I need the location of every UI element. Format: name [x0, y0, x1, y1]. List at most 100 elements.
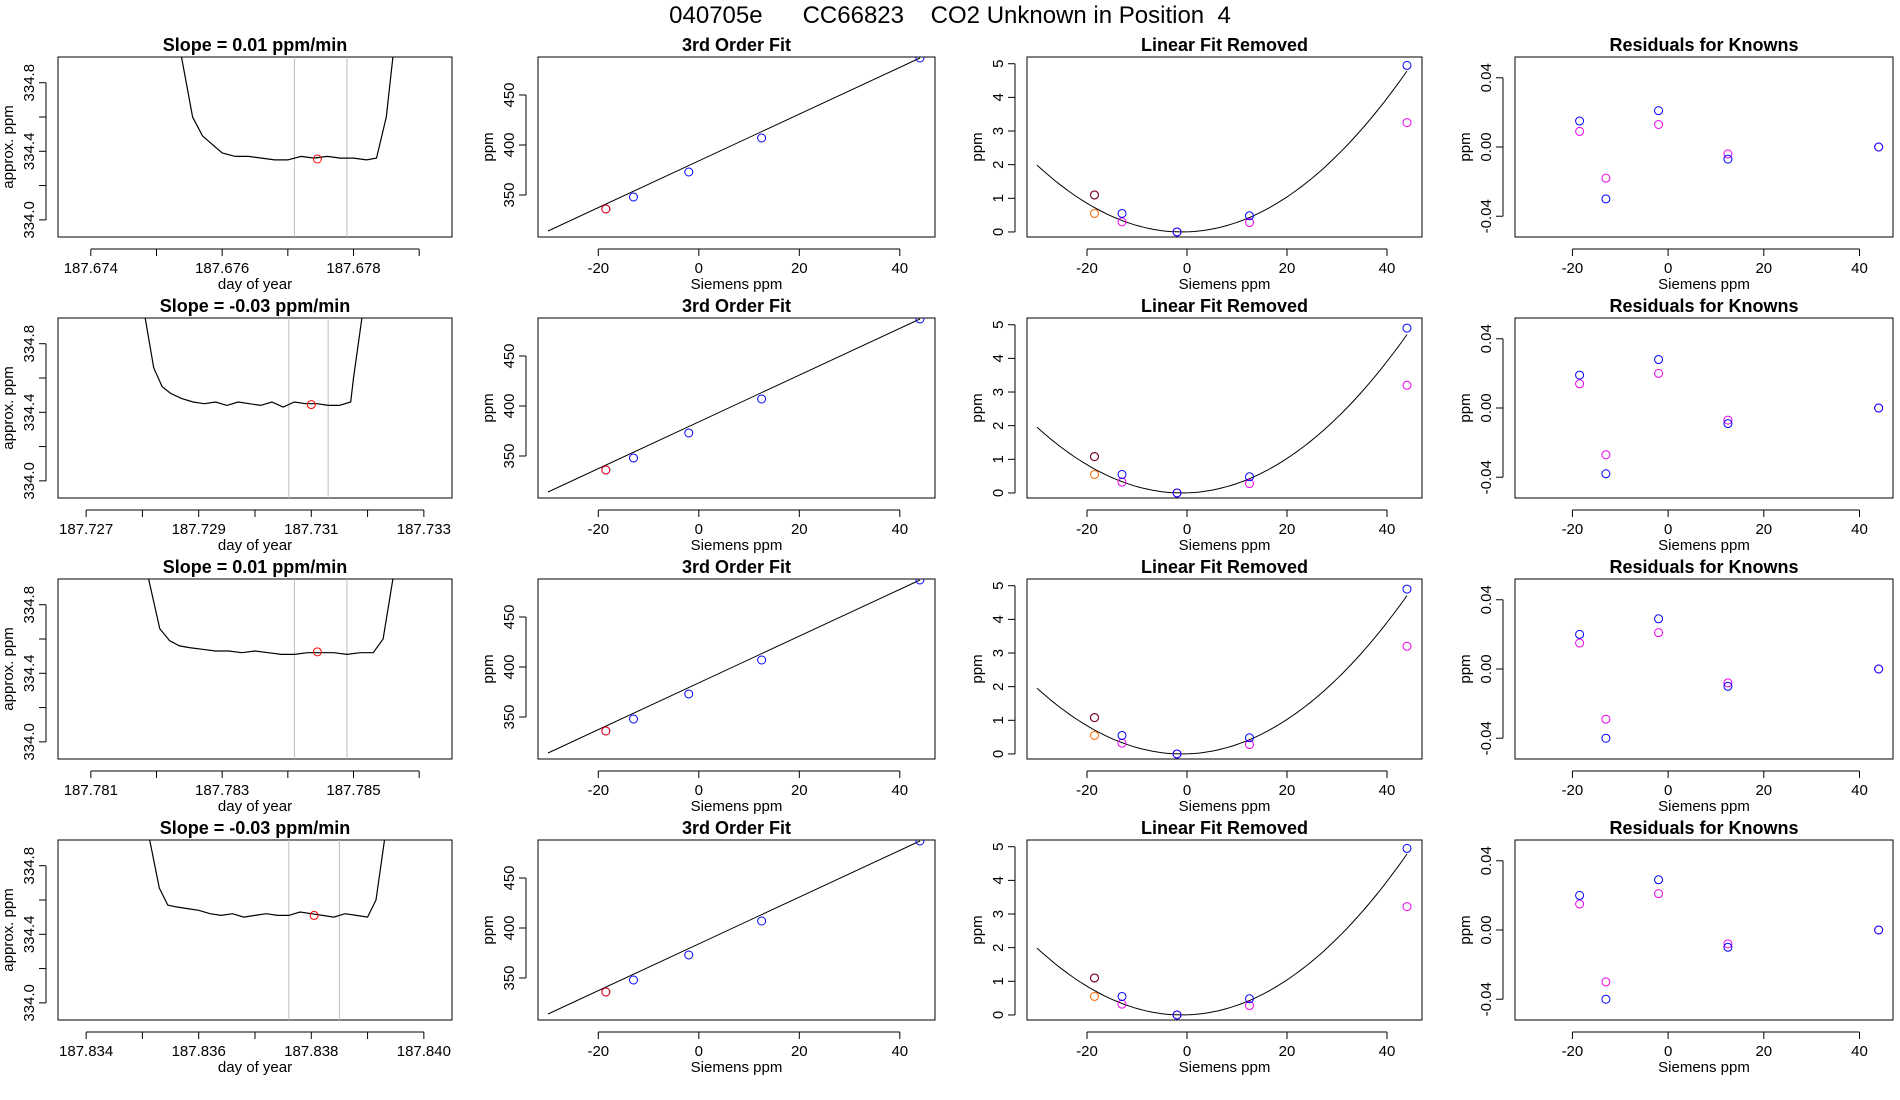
point-blue [1723, 154, 1733, 164]
point-blue [1245, 733, 1254, 743]
point-magenta [1723, 415, 1733, 425]
y-tick-label: 334.0 [21, 462, 38, 500]
y-tick-label: 5 [990, 321, 1007, 329]
x-tick-label: 40 [1379, 782, 1396, 799]
y-tick-label: -0.04 [1478, 721, 1495, 755]
x-tick-label: 20 [1279, 782, 1296, 799]
point-blue [915, 840, 925, 846]
y-axis-label: ppm [1457, 393, 1474, 422]
point-blue [915, 579, 925, 585]
point-magenta [1402, 118, 1412, 128]
y-tick-label: 400 [501, 654, 518, 679]
point-blue [1117, 208, 1127, 218]
point-red [601, 465, 611, 475]
plot-area [148, 579, 394, 759]
y-tick-label: -0.04 [1478, 460, 1495, 494]
x-tick-label: -20 [1076, 521, 1098, 538]
x-tick-label: 20 [1279, 521, 1296, 538]
y-tick-label: 450 [501, 865, 518, 890]
point-blue [1172, 227, 1182, 237]
y-tick-label: 5 [990, 60, 1007, 68]
x-axis-label: day of year [218, 798, 292, 815]
plot-box [537, 839, 936, 1021]
panel-r1-c2: 3rd Order Fit -20 0 20 40 350 400 450 Siemens pp… [480, 35, 936, 293]
panel-title: Slope = -0.03 ppm/min [160, 296, 351, 316]
point-magenta [1402, 902, 1412, 912]
y-tick-label: 334.4 [21, 133, 38, 171]
y-tick-label: 334.4 [21, 916, 38, 954]
x-tick-label: -20 [587, 521, 609, 538]
y-axis-label: ppm [969, 915, 986, 944]
x-tick-label: 0 [1183, 260, 1191, 277]
x-axis-label: Siemens ppm [691, 1059, 783, 1076]
x-tick-label: 40 [1851, 1043, 1868, 1060]
x-tick-label: 0 [695, 521, 703, 538]
plot-area [1036, 60, 1412, 237]
point-blue [1723, 942, 1733, 952]
x-tick-label: 187.834 [59, 1043, 113, 1060]
x-tick-label: -20 [587, 782, 609, 799]
point-orange [1090, 208, 1099, 218]
mean-marker [312, 647, 322, 657]
point-blue [1402, 60, 1412, 70]
point-blue [1601, 194, 1611, 204]
x-tick-label: 187.731 [284, 521, 338, 538]
panel-r3-c3: Linear Fit Removed -20 0 20 40 0 1 2 3 4 5 Siemens … [969, 557, 1423, 815]
point-magenta [1723, 149, 1733, 159]
y-tick-label: 334.4 [21, 655, 38, 693]
x-tick-label: 0 [1183, 1043, 1191, 1060]
fit-curve [1036, 70, 1408, 233]
x-tick-label: 0 [1664, 521, 1672, 538]
plot-box [57, 56, 453, 238]
point-blue [1245, 472, 1254, 482]
point-blue [1402, 584, 1412, 594]
x-tick-label: 20 [791, 1043, 808, 1060]
point-magenta [1575, 379, 1585, 389]
x-tick-label: 20 [1279, 1043, 1296, 1060]
plot-area [547, 318, 925, 493]
panel-r1-c4: Residuals for Knowns -20 0 20 40 -0.04 0.00 0.0… [1457, 35, 1894, 293]
fit-curve [1036, 595, 1408, 755]
plot-area [1036, 584, 1412, 759]
point-blue [1575, 370, 1585, 380]
x-tick-label: -20 [1562, 1043, 1584, 1060]
x-tick-label: 40 [891, 260, 908, 277]
panel-r3-c1: Slope = 0.01 ppm/min 187.781 187.783 187.78… [0, 557, 453, 815]
point-magenta [1654, 889, 1664, 899]
y-tick-label: 400 [501, 393, 518, 418]
x-tick-label: 20 [1755, 521, 1772, 538]
y-axis-label: ppm [480, 654, 497, 683]
data-trace [180, 57, 394, 161]
panel-r2-c1: Slope = -0.03 ppm/min 187.727 187.729 187.7… [0, 296, 453, 554]
x-tick-label: -20 [1562, 782, 1584, 799]
y-axis-label: ppm [1457, 654, 1474, 683]
plot-box [1026, 56, 1423, 238]
x-axis-label: Siemens ppm [691, 798, 783, 815]
x-axis-label: Siemens ppm [1658, 798, 1750, 815]
plot-area [547, 57, 925, 232]
x-axis-label: Siemens ppm [691, 537, 783, 554]
panel-r4-c2: 3rd Order Fit -20 0 20 40 350 400 450 Siemens pp… [480, 818, 936, 1076]
y-axis-label: approx. ppm [0, 366, 17, 449]
plot-box [1514, 839, 1894, 1021]
x-tick-label: 40 [1379, 260, 1396, 277]
y-tick-label: 2 [990, 682, 1007, 690]
x-tick-label: -20 [1076, 782, 1098, 799]
point-red [601, 987, 611, 997]
x-axis-label: Siemens ppm [1179, 276, 1271, 293]
point-blue [757, 916, 767, 926]
point-blue [1723, 419, 1733, 429]
y-tick-label: 400 [501, 915, 518, 940]
x-tick-label: 0 [695, 782, 703, 799]
x-tick-label: 20 [1279, 260, 1296, 277]
point-blue [684, 689, 694, 699]
point-blue [684, 167, 694, 177]
point-blue [1172, 749, 1182, 759]
x-tick-label: 0 [1664, 1043, 1672, 1060]
panel-title: Linear Fit Removed [1141, 557, 1308, 577]
point-blue [757, 394, 767, 404]
panel-title: Residuals for Knowns [1609, 557, 1798, 577]
y-axis-label: ppm [1457, 915, 1474, 944]
x-axis-label: Siemens ppm [1179, 1059, 1271, 1076]
